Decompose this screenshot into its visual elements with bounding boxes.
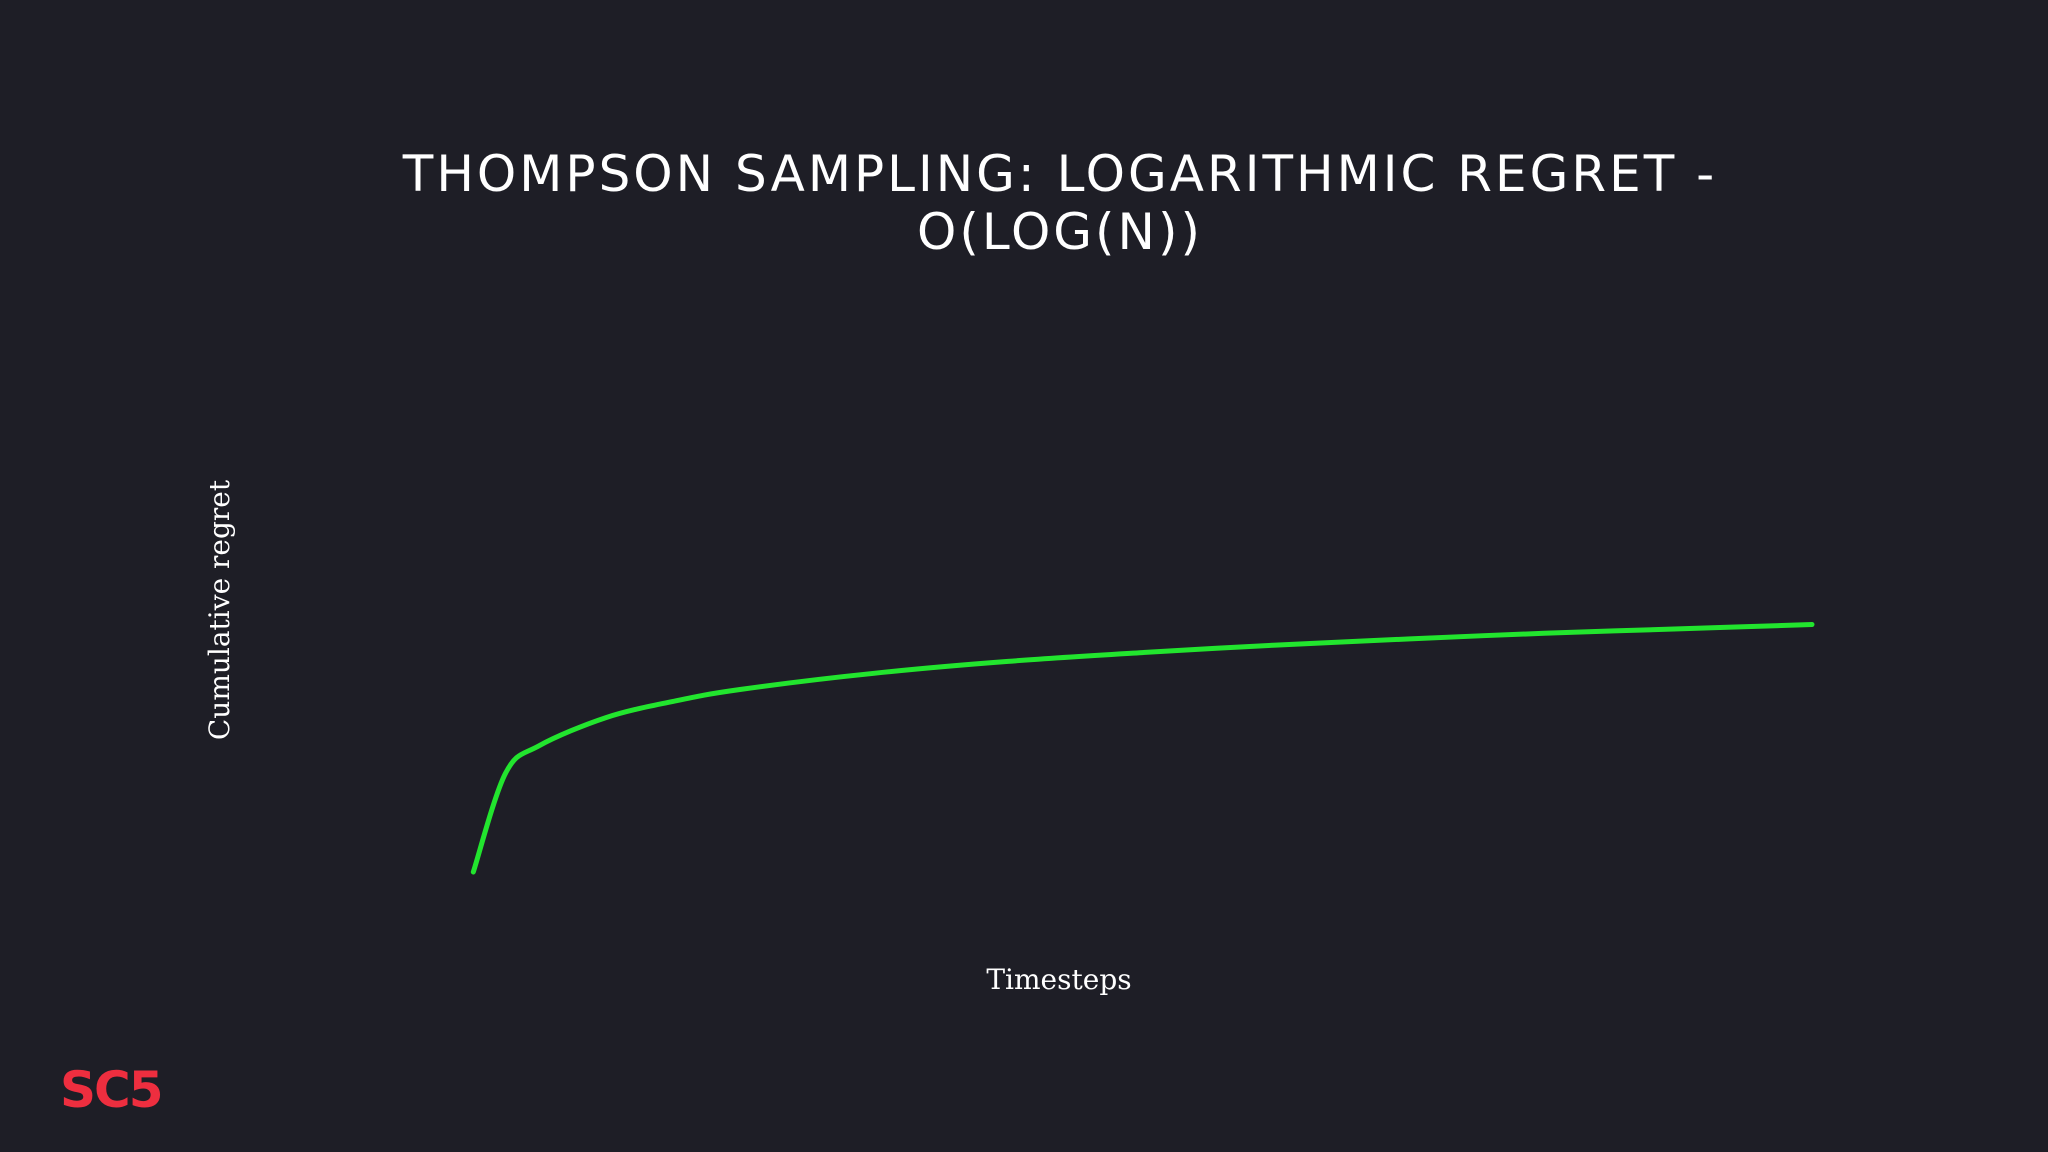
chart-title: THOMPSON SAMPLING: LOGARITHMIC REGRET - … bbox=[402, 145, 1718, 261]
sc5-logo: SC5 bbox=[60, 1061, 163, 1119]
x-axis-label: Timesteps bbox=[986, 963, 1131, 996]
y-axis-label: Cumulative regret bbox=[203, 479, 236, 740]
series-line-0 bbox=[470, 622, 1815, 875]
plot-area bbox=[470, 622, 1815, 875]
